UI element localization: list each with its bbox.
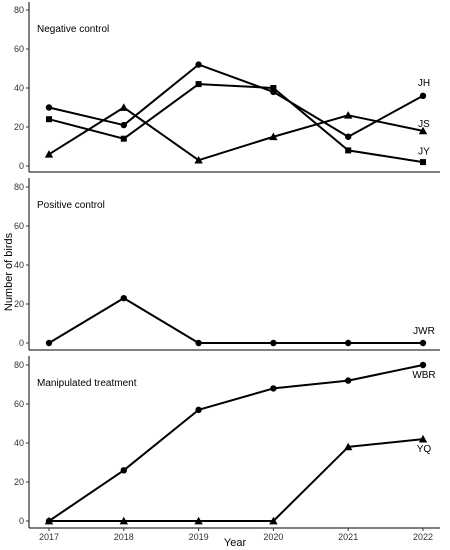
y-tick-label: 0 bbox=[19, 161, 24, 171]
y-tick-label: 20 bbox=[14, 122, 24, 132]
data-point bbox=[270, 85, 277, 91]
data-point bbox=[45, 339, 53, 347]
data-point bbox=[45, 104, 53, 111]
data-point bbox=[270, 339, 277, 347]
data-point bbox=[195, 61, 202, 68]
data-point bbox=[119, 516, 128, 525]
y-tick-label: 20 bbox=[14, 477, 24, 487]
x-tick-label: 2022 bbox=[413, 532, 433, 542]
panel-3: 0 20 40 60 80 Manipulated treatment WBR YQ bbox=[14, 356, 440, 529]
y-tick-label: 40 bbox=[14, 260, 24, 270]
y-tick-label: 20 bbox=[14, 299, 24, 309]
data-point bbox=[345, 147, 352, 154]
data-point bbox=[270, 385, 277, 392]
series-line bbox=[48, 63, 424, 138]
y-tick-label: 60 bbox=[14, 399, 24, 409]
series-yq: YQ bbox=[44, 434, 432, 525]
y-tick-label: 80 bbox=[14, 5, 24, 15]
y-axis-title: Number of birds bbox=[3, 232, 15, 311]
data-point bbox=[344, 111, 353, 119]
data-point bbox=[120, 135, 127, 142]
series-line bbox=[48, 106, 424, 162]
data-point bbox=[419, 339, 427, 347]
y-tick-label: 80 bbox=[14, 360, 24, 370]
series-label: JY bbox=[418, 146, 430, 157]
data-point bbox=[418, 126, 428, 135]
series-wbr: WBR bbox=[45, 361, 436, 525]
series-jwr: JWR bbox=[45, 294, 435, 347]
x-tick-label: 2019 bbox=[189, 532, 209, 542]
x-tick-label: 2021 bbox=[338, 532, 358, 542]
y-tick-label: 60 bbox=[14, 221, 24, 231]
series-line bbox=[48, 364, 424, 522]
data-point bbox=[119, 103, 128, 111]
data-point bbox=[344, 442, 353, 451]
data-point bbox=[419, 92, 427, 100]
series-label: JS bbox=[418, 119, 430, 130]
series-line bbox=[48, 297, 423, 344]
data-point bbox=[269, 132, 278, 141]
y-tick-label: 60 bbox=[14, 44, 24, 54]
data-point bbox=[419, 361, 427, 369]
data-point bbox=[44, 150, 54, 158]
y-tick-label: 40 bbox=[14, 83, 24, 93]
x-axis-title: Year bbox=[224, 537, 247, 549]
data-point bbox=[345, 133, 352, 140]
panel-1: 0 20 40 60 80 Negative control JH JS JY bbox=[14, 2, 440, 173]
data-point bbox=[46, 116, 52, 123]
series-label: WBR bbox=[412, 370, 435, 381]
series-line bbox=[49, 438, 424, 522]
series-label: YQ bbox=[417, 444, 432, 455]
x-tick-label: 2020 bbox=[263, 532, 283, 542]
y-tick-label: 40 bbox=[14, 438, 24, 448]
data-point bbox=[120, 467, 128, 474]
x-tick-label: 2018 bbox=[114, 532, 134, 542]
data-point bbox=[420, 159, 426, 166]
series-line bbox=[48, 83, 424, 164]
series-label: JWR bbox=[413, 326, 435, 337]
data-point bbox=[194, 155, 203, 164]
panel-title: Manipulated treatment bbox=[37, 378, 137, 389]
data-point bbox=[345, 377, 352, 384]
y-tick-label: 0 bbox=[19, 516, 24, 526]
series-jy: JY bbox=[46, 81, 430, 166]
panel-title: Positive control bbox=[37, 200, 105, 211]
data-point bbox=[194, 516, 203, 525]
data-point bbox=[120, 294, 128, 302]
data-point bbox=[345, 339, 352, 347]
series-js: JS bbox=[44, 103, 430, 164]
x-tick-label: 2017 bbox=[39, 532, 59, 542]
data-point bbox=[269, 516, 278, 525]
data-point bbox=[44, 516, 54, 525]
data-point bbox=[195, 406, 202, 414]
data-point bbox=[120, 121, 128, 129]
data-point bbox=[418, 434, 428, 443]
panel-title: Negative control bbox=[37, 24, 109, 35]
series-label: JH bbox=[418, 78, 430, 89]
panel-2: 0 20 40 60 80 Positive control JWR bbox=[14, 178, 440, 351]
series-jh: JH bbox=[45, 61, 430, 140]
y-tick-label: 0 bbox=[19, 338, 24, 348]
y-tick-label: 80 bbox=[14, 182, 24, 192]
data-point bbox=[195, 339, 202, 347]
data-point bbox=[195, 81, 202, 88]
